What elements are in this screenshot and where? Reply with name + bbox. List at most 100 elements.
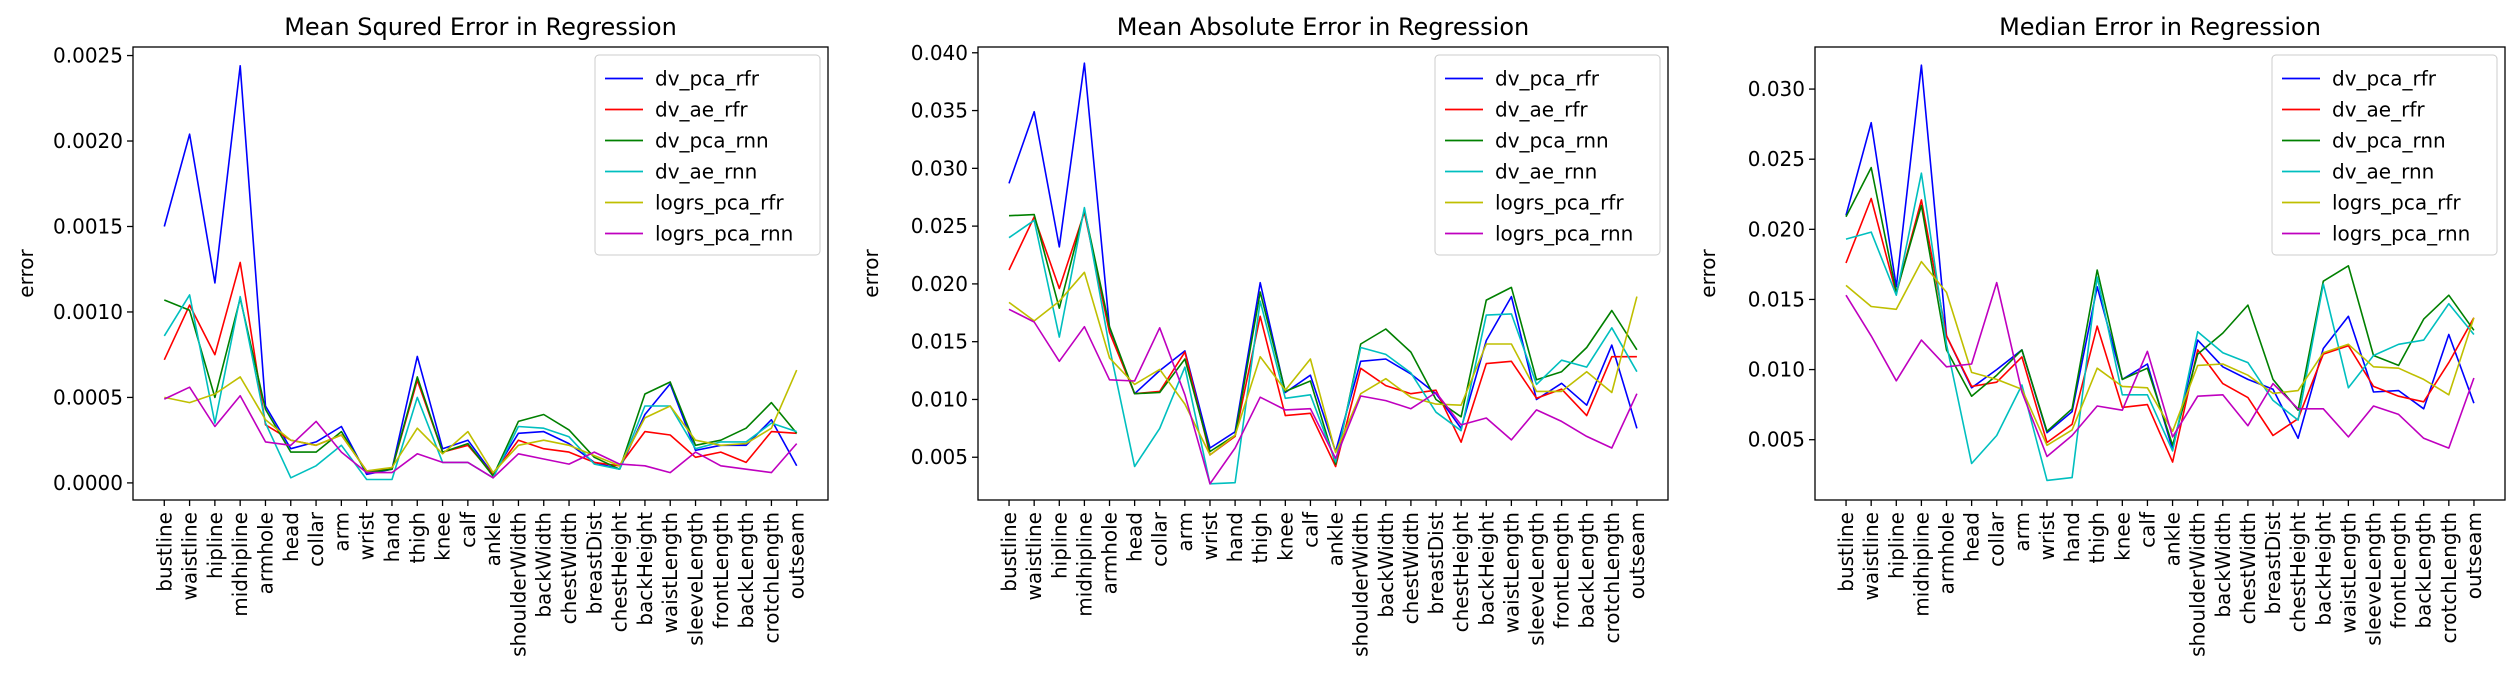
mae-xtick-label: backLength <box>1575 512 1599 629</box>
median-series-dv-ae-rfr-line <box>1845 197 2475 463</box>
mae-ytick-label: 0.005 <box>911 445 968 469</box>
mse-xtick-label: waistLength <box>658 512 682 633</box>
mse-ylabel: error <box>14 249 38 298</box>
mse-xtick-label: crotchLength <box>759 512 783 644</box>
mae-xtick-label: calf <box>1298 511 1322 548</box>
median-legend-label: dv_pca_rnn <box>2332 129 2446 153</box>
mae-xtick-label: frontLength <box>1550 512 1574 629</box>
mse-legend-label: logrs_pca_rfr <box>655 191 784 215</box>
mae-ytick-label: 0.015 <box>911 330 968 354</box>
median-series-logrs-pca-rfr-line <box>1845 260 2475 447</box>
mse-legend: dv_pca_rfr dv_ae_rfr dv_pca_rnn dv_ae_rnnlo… <box>594 54 821 256</box>
median-title: Median Error in Regression <box>1999 13 2321 41</box>
median-xtick-label: backHeight <box>2311 512 2335 626</box>
mse-xtick-label: waistline <box>178 512 202 601</box>
mae-xtick-label: shoulderWidth <box>1349 512 1373 657</box>
mse-series-dv-pca-rfr-line <box>163 65 798 476</box>
mae-ytick-label: 0.035 <box>911 99 968 123</box>
mae-xtick-label: sleeveLength <box>1524 512 1548 646</box>
mae-xtick-label: knee <box>1273 512 1297 561</box>
median-ytick-label: 0.005 <box>1748 428 1805 452</box>
mae-ytick-label: 0.010 <box>911 387 968 411</box>
median-ytick-label: 0.020 <box>1748 217 1805 241</box>
mse-xtick-label: hand <box>380 512 404 562</box>
mae-ytick-label: 0.040 <box>911 41 968 65</box>
mae-xtick-label: wrist <box>1198 512 1222 561</box>
median-xtick-label: outseam <box>2462 512 2486 599</box>
mae-xtick-label: waistLength <box>1499 512 1523 633</box>
mae-xtick-label: midhipline <box>1072 512 1096 617</box>
mae-legend-label: dv_pca_rfr <box>1495 67 1600 91</box>
mse-xtick-label: backHeight <box>633 512 657 626</box>
mae-legend-label: logrs_pca_rfr <box>1495 191 1624 215</box>
mse-xtick-label: chestWidth <box>557 512 581 624</box>
mae-xtick-label: ankle <box>1324 512 1348 566</box>
mse-xtick-label: frontLength <box>709 512 733 629</box>
median-legend-label: dv_pca_rfr <box>2332 67 2437 91</box>
median-panel: Median Error in Regression error 0.005 0.… <box>1696 13 2506 657</box>
median-xtick-label: breastDist <box>2261 512 2285 615</box>
mse-xtick-label: midhipline <box>228 512 252 617</box>
median-xtick-label: hand <box>2060 512 2084 562</box>
median-xtick-label: chestWidth <box>2236 512 2260 624</box>
median-ytick-label: 0.010 <box>1748 358 1805 382</box>
mse-xtick-label: backWidth <box>532 512 556 618</box>
median-xtick-label: collar <box>1985 511 2009 567</box>
mse-ytick-label: 0.0005 <box>53 385 123 409</box>
mse-ytick-label: 0.0025 <box>53 44 123 68</box>
mse-xtick-label: armhole <box>253 512 277 594</box>
mse-xtick-label: chestHeight <box>608 512 632 633</box>
mse-xtick-label: calf <box>456 511 480 548</box>
mse-legend-label: logrs_pca_rnn <box>655 222 793 246</box>
mse-series <box>163 65 798 481</box>
median-series-logrs-pca-rnn-line <box>1845 281 2475 458</box>
median-ytick-label: 0.030 <box>1748 77 1805 101</box>
median-xtick-label: midhipline <box>1909 512 1933 617</box>
mae-series-dv-ae-rfr-line <box>1008 211 1637 468</box>
mae-xtick-label: hand <box>1223 512 1247 562</box>
mse-panel: Mean Squred Error in Regression error 0.… <box>14 13 829 657</box>
mae-series-logrs-pca-rnn-line <box>1008 308 1638 485</box>
mse-series-logrs-pca-rfr-line <box>164 369 798 474</box>
mse-xtick-label: sleeveLength <box>684 512 708 646</box>
mse-xtick-label: backLength <box>734 512 758 629</box>
mae-xtick-label: hipline <box>1047 512 1071 579</box>
mae-xtick-label: armhole <box>1098 512 1122 594</box>
median-xtick-label: waistLength <box>2336 512 2360 633</box>
mae-series <box>1008 62 1638 485</box>
mse-xtick-label: arm <box>329 512 353 552</box>
mae-ylabel: error <box>859 249 883 298</box>
mse-ytick-label: 0.0010 <box>53 300 123 324</box>
median-xtick-label: armhole <box>1935 512 1959 594</box>
mae-axes: 0.005 0.010 0.015 0.020 0.025 0.030 0.035 0.040… <box>911 41 1669 657</box>
median-xtick-label: waistline <box>1859 512 1883 601</box>
mae-legend-box <box>1434 54 1661 256</box>
mse-series-logrs-pca-rnn-line <box>163 386 798 479</box>
median-xtick-label: sleeveLength <box>2361 512 2385 646</box>
median-ylabel: error <box>1696 249 1720 298</box>
median-ytick-label: 0.025 <box>1748 147 1805 171</box>
median-legend: dv_pca_rfr dv_ae_rfr dv_pca_rnn dv_ae_rnnlo… <box>2271 54 2498 256</box>
mae-plot-frame <box>977 46 1669 501</box>
mse-xtick-label: knee <box>431 512 455 561</box>
median-xtick-label: frontLength <box>2387 512 2411 629</box>
mae-ytick-label: 0.020 <box>911 272 968 296</box>
mae-xtick-label: chestHeight <box>1449 512 1473 633</box>
median-xtick-label: wrist <box>2035 512 2059 561</box>
mse-title: Mean Squred Error in Regression <box>284 13 677 41</box>
mae-series-dv-pca-rnn-line <box>1008 209 1638 466</box>
mse-legend-box <box>594 54 821 256</box>
mse-plot-frame <box>132 46 829 501</box>
mse-xtick-label: thigh <box>405 512 429 563</box>
mae-xtick-label: waistline <box>1022 512 1046 601</box>
median-xtick-label: hipline <box>1884 512 1908 579</box>
mae-xtick-label: outseam <box>1625 512 1649 599</box>
median-xtick-label: crotchLength <box>2437 512 2461 644</box>
median-legend-label: logrs_pca_rfr <box>2332 191 2461 215</box>
mae-legend-label: dv_pca_rnn <box>1495 129 1609 153</box>
median-xtick-label: arm <box>2010 512 2034 552</box>
mse-xtick-label: shoulderWidth <box>506 512 530 657</box>
mae-xtick-label: bustline <box>997 512 1021 592</box>
mae-xtick-label: thigh <box>1248 512 1272 563</box>
